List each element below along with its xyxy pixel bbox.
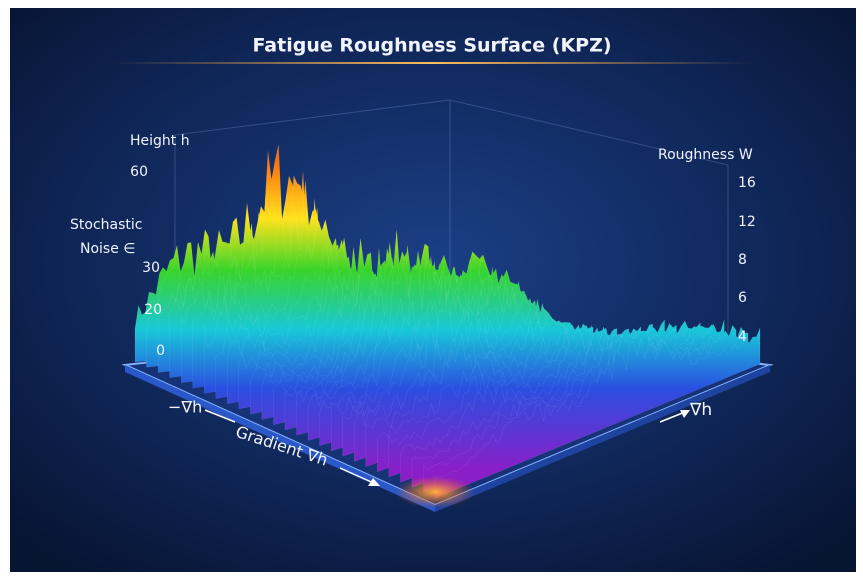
right-tick: 16 xyxy=(738,175,756,191)
right-tick: 6 xyxy=(738,290,747,306)
negative-gradient-label: −∇h xyxy=(168,398,202,417)
right-tick: 8 xyxy=(738,252,747,268)
corner-glow xyxy=(395,476,475,508)
noise-label: Stochastic xyxy=(70,217,142,233)
right-tick: 4 xyxy=(738,329,747,345)
title-rule xyxy=(110,62,754,64)
page: Fatigue Roughness Surface (KPZ) Height h… xyxy=(0,0,863,579)
title: Fatigue Roughness Surface (KPZ) xyxy=(252,35,611,57)
left-tick: 0 xyxy=(156,343,165,359)
positive-gradient-label: ∇h xyxy=(689,400,712,420)
right-tick: 12 xyxy=(738,214,756,230)
noise-label: Noise ∈ xyxy=(80,241,135,257)
left-tick: 20 xyxy=(144,302,162,318)
left-axis-label: Height h xyxy=(130,133,190,149)
left-tick: 30 xyxy=(142,260,160,276)
right-axis-label: Roughness W xyxy=(658,147,753,163)
left-tick: 60 xyxy=(130,164,148,180)
